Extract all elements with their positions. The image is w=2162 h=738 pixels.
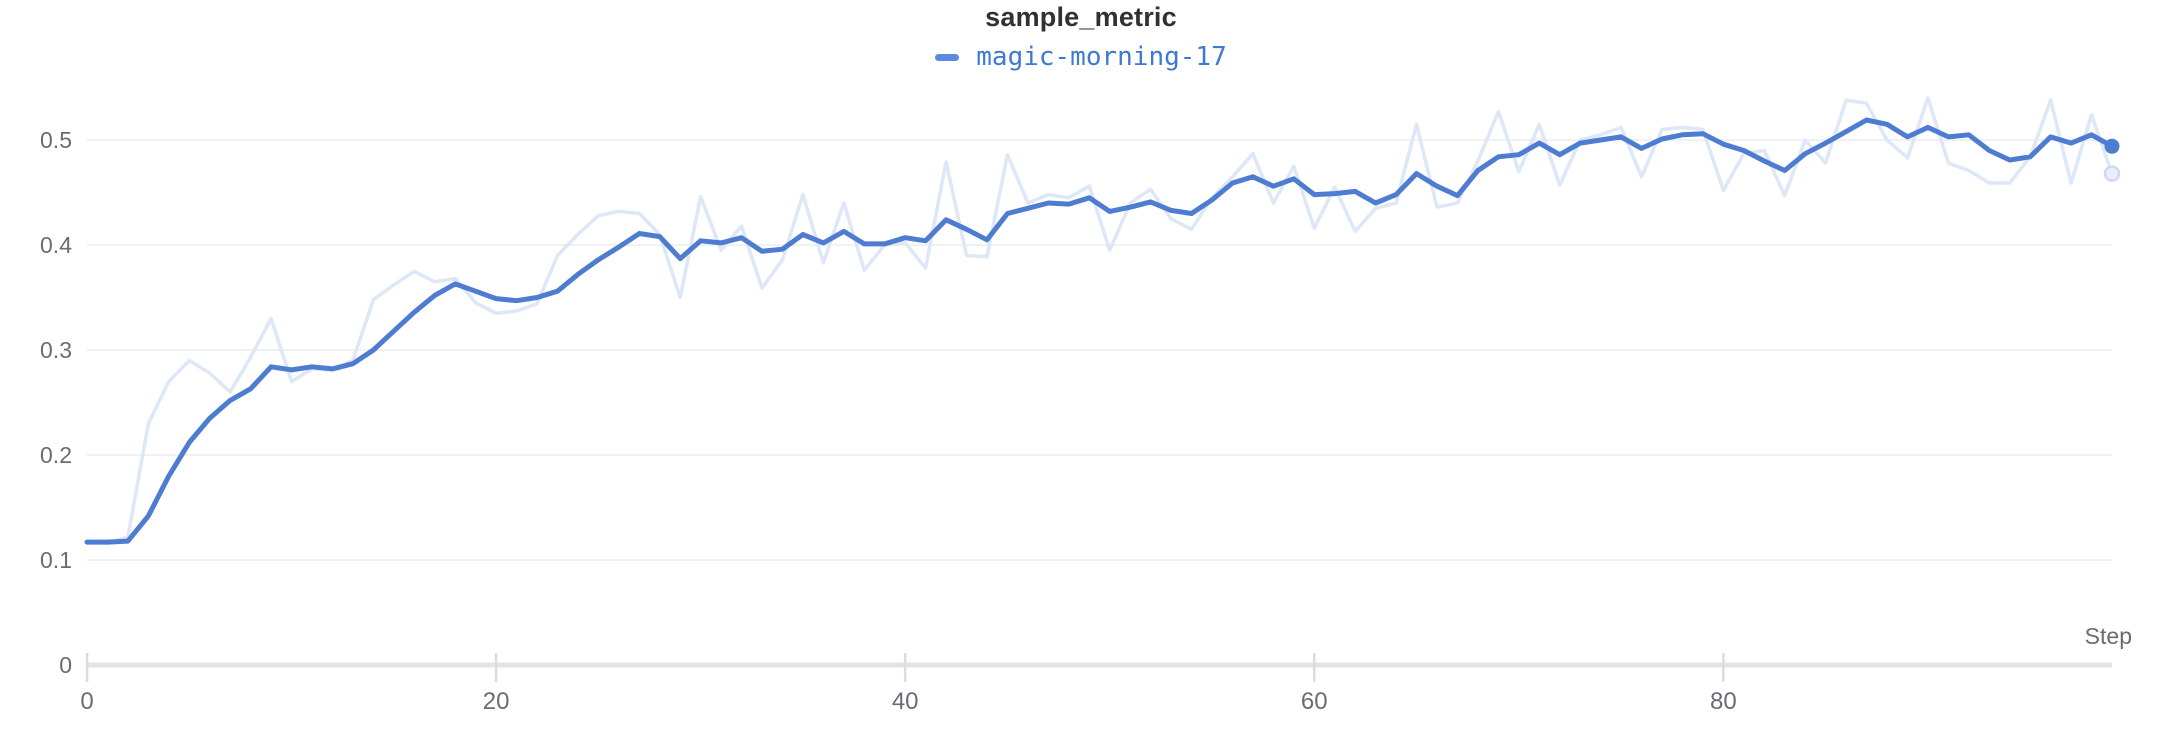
raw-metric-line xyxy=(85,96,2114,545)
x-tick-label: 60 xyxy=(1300,688,1328,715)
x-tick-label: 40 xyxy=(891,688,919,715)
raw-end-point xyxy=(2103,165,2121,182)
gridline-y xyxy=(87,559,2112,561)
legend-run-name: magic-morning-17 xyxy=(976,42,1227,72)
x-axis-line xyxy=(87,662,2112,668)
x-axis-title: Step xyxy=(2084,623,2132,649)
gridline-y xyxy=(87,244,2112,246)
x-tick-label: 20 xyxy=(482,688,510,715)
legend-item-run[interactable]: magic-morning-17 xyxy=(935,42,1227,72)
x-tick-mark xyxy=(1722,653,1725,682)
gridline-y xyxy=(87,139,2112,141)
x-tick-label: 0 xyxy=(80,688,94,715)
x-tick-label: 80 xyxy=(1710,688,1737,715)
legend: magic-morning-17 xyxy=(0,40,2162,74)
y-tick-label: 0.4 xyxy=(40,232,72,258)
legend-line-swatch-icon xyxy=(935,53,960,61)
y-tick-label: 0.3 xyxy=(40,337,72,363)
gridline-y xyxy=(87,454,2112,456)
x-tick-mark xyxy=(494,653,498,682)
y-tick-label: 0.2 xyxy=(40,442,72,468)
gridline-y xyxy=(87,349,2112,351)
smoothed-metric-line xyxy=(84,117,2115,545)
x-tick-mark xyxy=(85,653,89,682)
page-title: sample_metric xyxy=(985,2,1177,32)
y-tick-label: 0.5 xyxy=(40,127,72,153)
smoothed-end-point[interactable] xyxy=(2104,138,2120,154)
y-tick-label: 0 xyxy=(59,652,72,678)
x-tick-mark xyxy=(1313,653,1316,682)
x-tick-mark xyxy=(903,653,907,682)
y-tick-label: 0.1 xyxy=(40,547,72,573)
